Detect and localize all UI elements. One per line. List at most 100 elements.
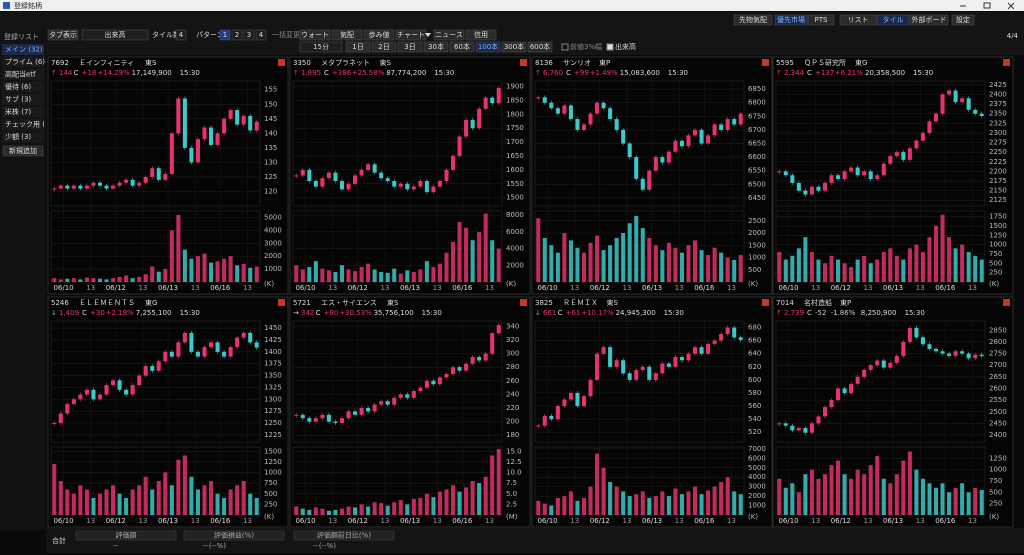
interval-dropdown[interactable]	[299, 41, 343, 53]
period-button[interactable]	[345, 41, 371, 53]
sidebar-item[interactable]	[2, 56, 44, 68]
top-button[interactable]	[807, 14, 835, 26]
volume-bar	[176, 459, 181, 515]
alert-icon[interactable]	[520, 59, 527, 66]
top-button[interactable]	[839, 14, 877, 26]
volume-bar	[549, 245, 554, 282]
tile-change: +61	[566, 309, 581, 317]
sidebar-item[interactable]	[2, 106, 44, 118]
period-button[interactable]	[397, 41, 423, 53]
top-button[interactable]	[909, 14, 949, 26]
price-tick-label: 1250	[264, 419, 282, 427]
tile-count-input-label: 4	[179, 31, 184, 39]
pattern-button[interactable]	[231, 29, 243, 41]
candle	[457, 136, 462, 156]
volume-tick-label: 3000	[748, 483, 766, 491]
sidebar-item[interactable]	[2, 131, 44, 143]
top-button-label: 外部ボード	[912, 15, 947, 24]
add-list-button[interactable]	[2, 145, 44, 157]
chart-dropdown-arrow[interactable]	[425, 33, 431, 37]
volume-bar	[385, 272, 390, 282]
pattern-button[interactable]	[255, 29, 267, 41]
tile-price: 2,344	[784, 69, 805, 77]
period-button[interactable]	[423, 41, 449, 53]
tile-count-input[interactable]	[175, 29, 187, 41]
candle	[320, 178, 325, 187]
candle	[555, 406, 560, 420]
candle	[444, 374, 449, 378]
volume-tick-label: 8000	[506, 211, 524, 219]
alert-icon[interactable]	[520, 299, 527, 306]
candle	[78, 185, 83, 189]
period-button[interactable]	[449, 41, 475, 53]
period-button[interactable]	[475, 41, 501, 53]
alert-icon[interactable]	[1003, 299, 1010, 306]
top-button[interactable]	[951, 14, 975, 26]
tile-volume: 7,255,100	[136, 309, 172, 317]
alert-icon[interactable]	[278, 299, 285, 306]
alert-icon[interactable]	[1003, 59, 1010, 66]
candle	[907, 148, 912, 160]
top-button[interactable]	[876, 14, 910, 26]
candle	[52, 188, 57, 190]
price-tick-label: 6850	[748, 85, 766, 93]
volume-bar	[673, 247, 678, 282]
top-button[interactable]	[774, 14, 808, 26]
volume-bar	[816, 478, 821, 515]
tile-volume: 8,250,900	[861, 309, 897, 317]
bulk-button[interactable]	[331, 29, 363, 41]
candle	[143, 366, 148, 376]
bulk-button[interactable]	[465, 29, 497, 41]
candle	[608, 347, 613, 367]
alert-icon[interactable]	[278, 59, 285, 66]
price-tick-label: 2600	[989, 384, 1007, 392]
maximize-button[interactable]	[983, 2, 991, 9]
sidebar-item[interactable]	[2, 94, 44, 105]
period-button[interactable]	[527, 41, 553, 53]
period-button[interactable]	[371, 41, 397, 53]
bulk-button[interactable]	[363, 29, 395, 41]
candle	[914, 327, 919, 338]
sidebar-item[interactable]	[2, 81, 44, 93]
volume-checkbox[interactable]	[606, 43, 614, 51]
price-tick-label: 120	[264, 187, 277, 195]
interval-dropdown-label: 15分	[313, 42, 329, 51]
date-label: 13	[433, 284, 442, 292]
sidebar-item[interactable]	[2, 69, 44, 80]
date-label: 06/10	[778, 517, 798, 525]
tile-pct: +2.18%	[106, 309, 134, 317]
bulk-button[interactable]	[299, 29, 331, 41]
candle	[627, 373, 632, 380]
volume-tick-label: 10.0	[506, 469, 522, 477]
top-button[interactable]	[733, 14, 773, 26]
tab-display-button[interactable]	[47, 29, 79, 41]
bulk-button[interactable]	[395, 29, 427, 41]
price-tick-label: 145	[264, 115, 277, 123]
bulk-button[interactable]	[433, 29, 465, 41]
footer-column-label: 評価損益(%)	[214, 531, 254, 540]
sidebar-item[interactable]	[2, 119, 44, 130]
prev-range-checkbox[interactable]	[561, 43, 569, 51]
close-button[interactable]	[1007, 2, 1015, 10]
volume-bar	[849, 478, 854, 515]
date-label: 06/13	[883, 517, 903, 525]
alert-icon[interactable]	[762, 59, 769, 66]
price-tick-label: 300	[506, 350, 519, 358]
pattern-label: パターン	[196, 30, 224, 39]
volume-bar	[666, 242, 671, 282]
candle	[424, 181, 429, 193]
pattern-button[interactable]	[243, 29, 255, 41]
period-button[interactable]	[501, 41, 527, 53]
candle	[65, 404, 70, 414]
candle	[379, 172, 384, 179]
tile-time: 15:30	[180, 69, 200, 77]
alert-icon[interactable]	[762, 299, 769, 306]
volume-unit: (K)	[989, 513, 999, 521]
candle	[849, 383, 854, 394]
date-label: 13	[191, 517, 200, 525]
candle	[163, 351, 168, 362]
sidebar-item[interactable]	[2, 44, 44, 55]
pattern-button[interactable]	[219, 29, 231, 41]
tab-select-dropdown[interactable]	[81, 29, 149, 41]
volume-bar	[966, 252, 971, 282]
